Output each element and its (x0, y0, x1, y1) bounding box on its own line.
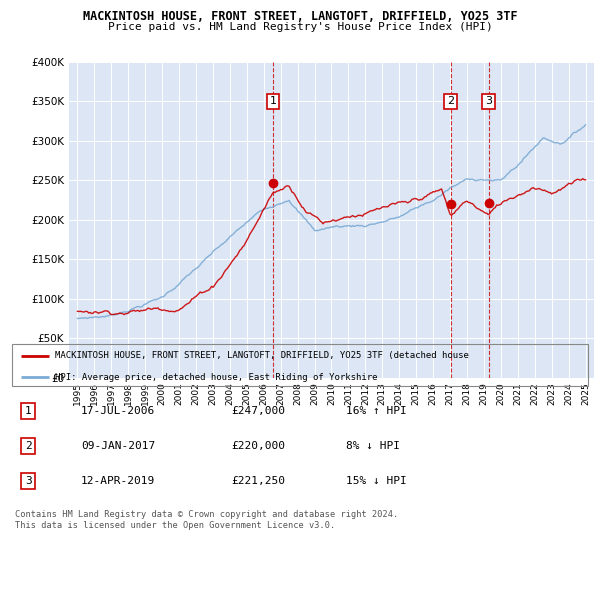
Text: 17-JUL-2006: 17-JUL-2006 (81, 406, 155, 416)
Text: Contains HM Land Registry data © Crown copyright and database right 2024.
This d: Contains HM Land Registry data © Crown c… (15, 510, 398, 530)
Text: 1: 1 (269, 96, 277, 106)
Text: 3: 3 (25, 476, 32, 486)
Text: £220,000: £220,000 (231, 441, 285, 451)
Text: MACKINTOSH HOUSE, FRONT STREET, LANGTOFT, DRIFFIELD, YO25 3TF: MACKINTOSH HOUSE, FRONT STREET, LANGTOFT… (83, 10, 517, 23)
Text: 12-APR-2019: 12-APR-2019 (81, 476, 155, 486)
Text: 3: 3 (485, 96, 492, 106)
Text: Price paid vs. HM Land Registry's House Price Index (HPI): Price paid vs. HM Land Registry's House … (107, 22, 493, 32)
Text: £247,000: £247,000 (231, 406, 285, 416)
Text: 2: 2 (447, 96, 454, 106)
Text: 1: 1 (25, 406, 32, 416)
Text: 15% ↓ HPI: 15% ↓ HPI (346, 476, 407, 486)
Text: 8% ↓ HPI: 8% ↓ HPI (346, 441, 400, 451)
Text: £221,250: £221,250 (231, 476, 285, 486)
Text: 16% ↑ HPI: 16% ↑ HPI (346, 406, 407, 416)
Text: 09-JAN-2017: 09-JAN-2017 (81, 441, 155, 451)
Text: MACKINTOSH HOUSE, FRONT STREET, LANGTOFT, DRIFFIELD, YO25 3TF (detached house: MACKINTOSH HOUSE, FRONT STREET, LANGTOFT… (55, 352, 469, 360)
Text: HPI: Average price, detached house, East Riding of Yorkshire: HPI: Average price, detached house, East… (55, 373, 378, 382)
Text: 2: 2 (25, 441, 32, 451)
